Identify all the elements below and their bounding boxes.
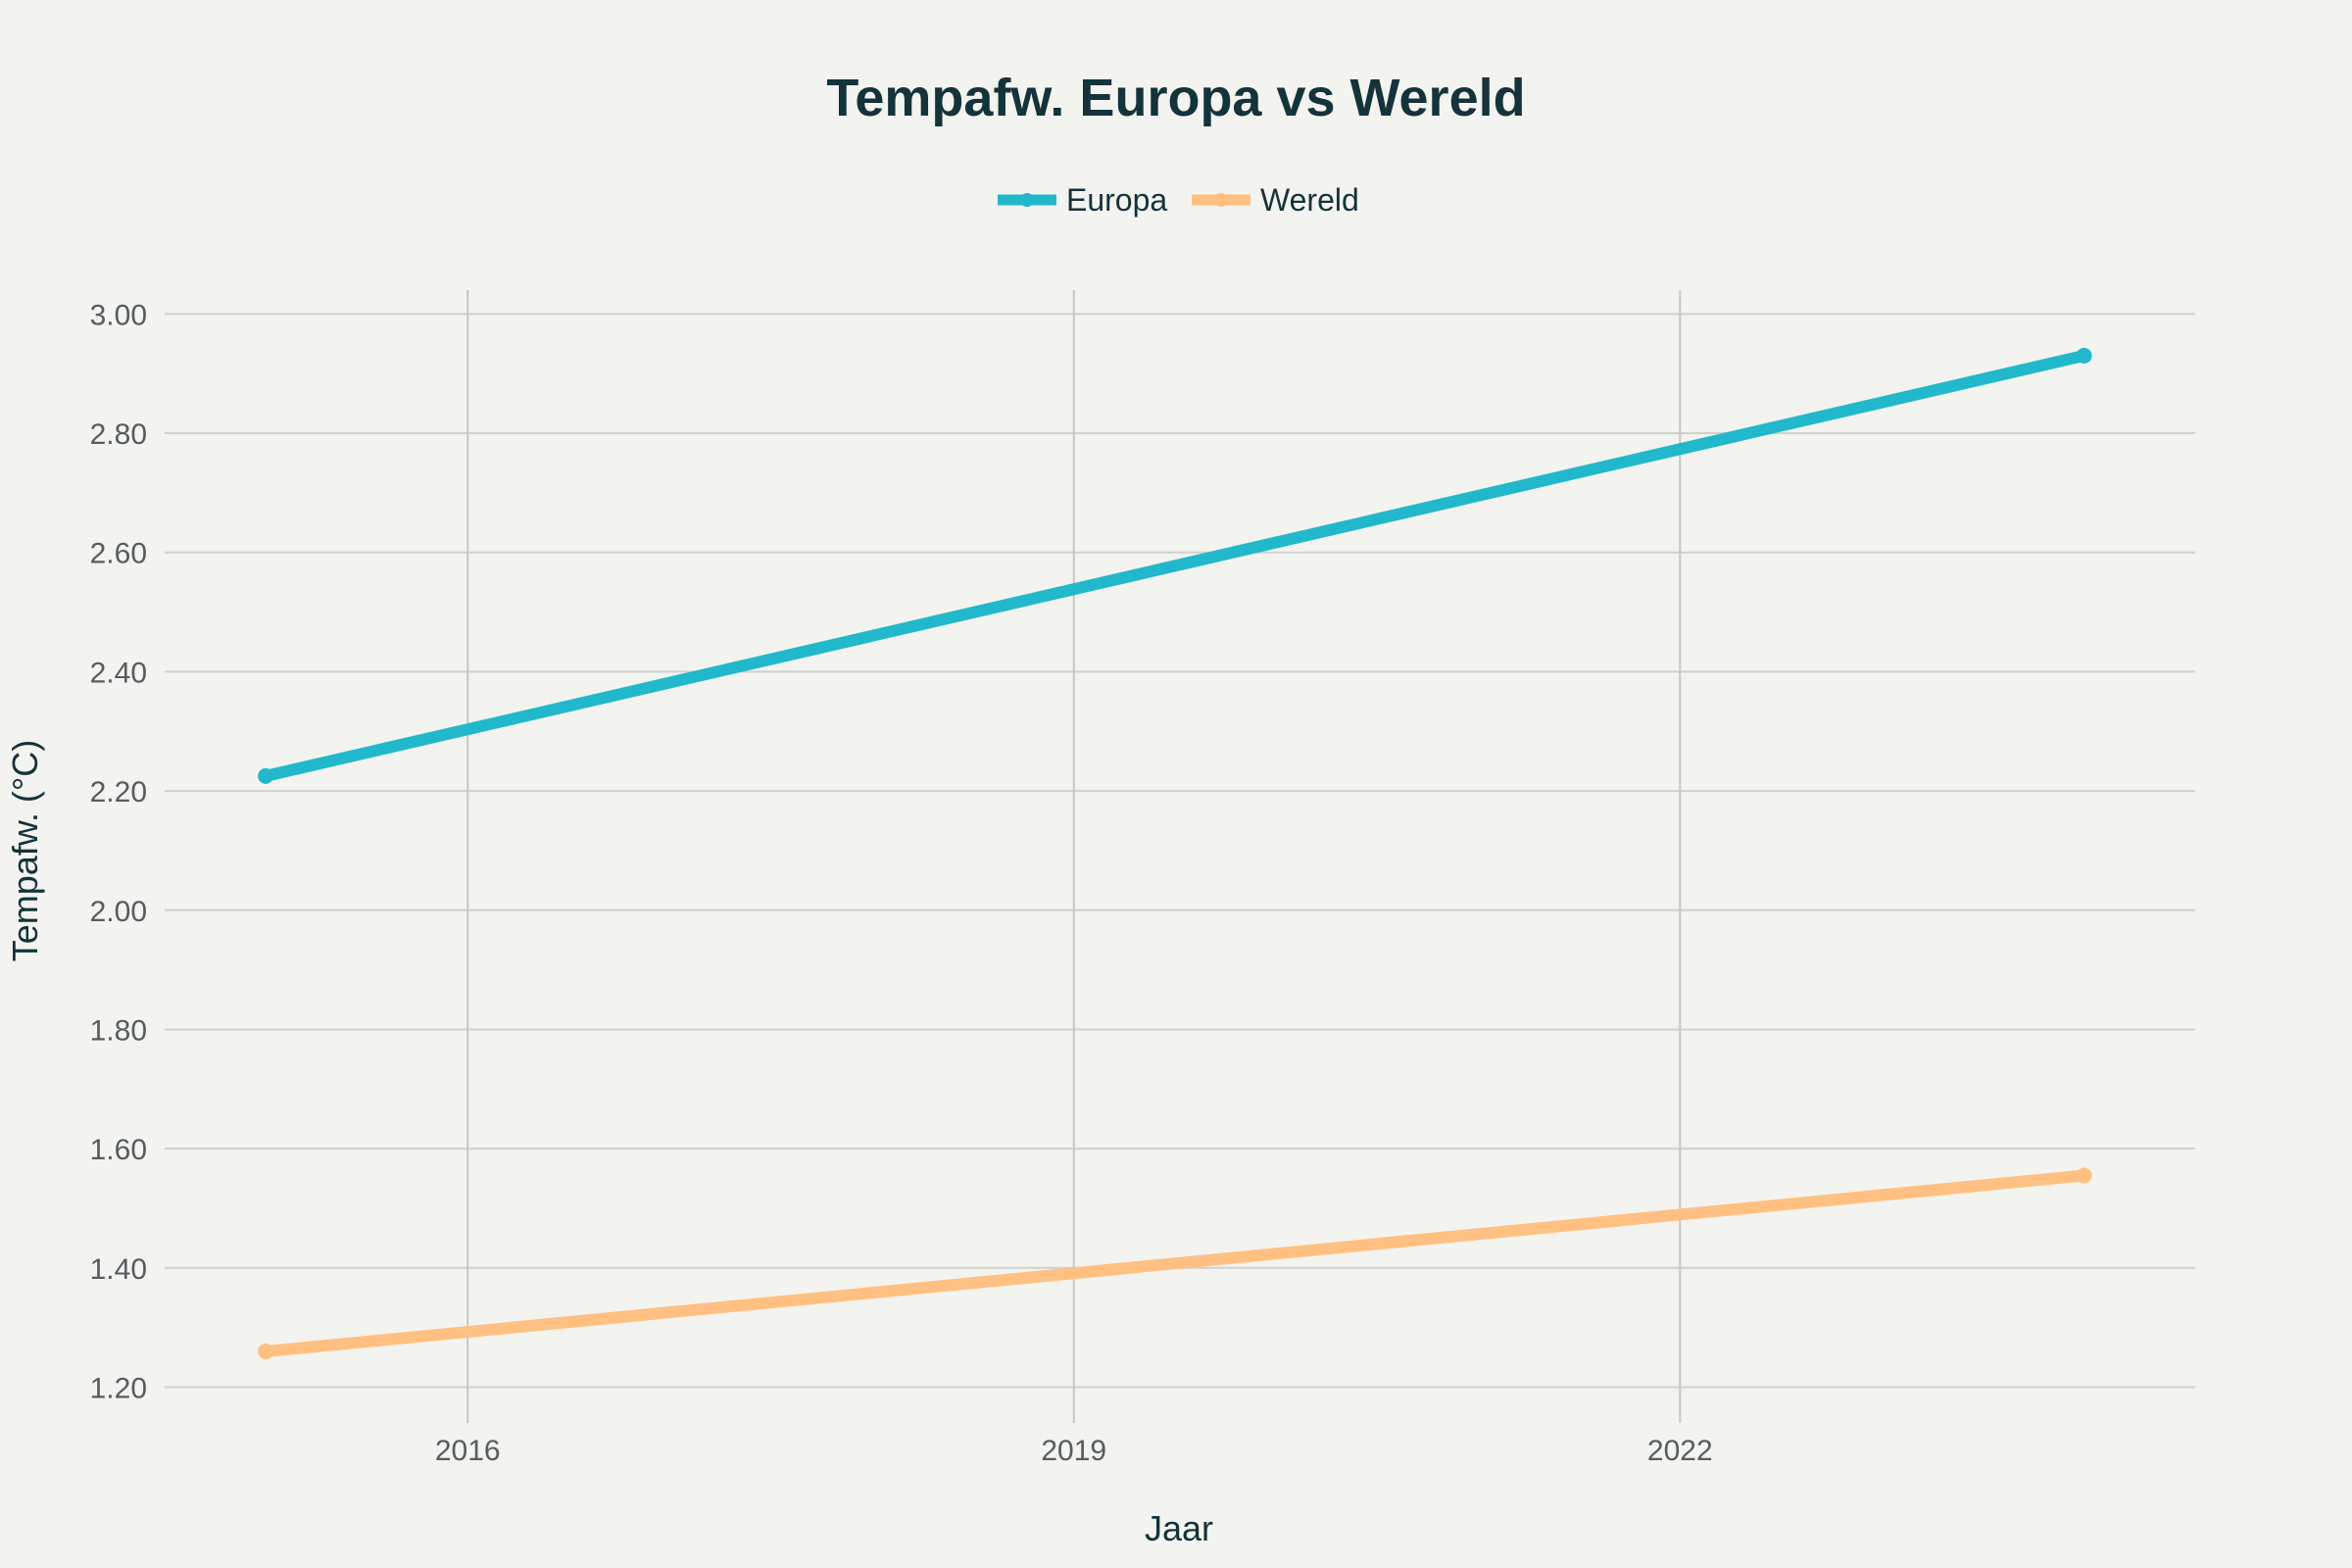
legend-item-europa[interactable]: Europa [998, 182, 1167, 218]
y-axis-title: Tempafw. (°C) [5, 740, 45, 961]
y-tick-label: 2.80 [90, 418, 147, 451]
y-tick-label: 2.00 [90, 896, 147, 928]
x-tick-label: 2019 [1041, 1435, 1106, 1467]
grid [165, 290, 2195, 1423]
x-axis-title: Jaar [1145, 1508, 1213, 1548]
legend-label: Wereld [1260, 182, 1359, 218]
data-point-wereld [2076, 1167, 2092, 1184]
y-tick-label: 2.60 [90, 538, 147, 570]
series-line-europa [260, 349, 2090, 782]
data-point-europa [2076, 347, 2092, 364]
data-point-wereld [258, 1343, 274, 1359]
legend-item-wereld[interactable]: Wereld [1192, 182, 1359, 218]
legend-marker [1214, 193, 1228, 207]
y-tick-label: 1.20 [90, 1372, 147, 1404]
y-axis-ticks: 1.20 1.40 1.60 1.80 2.00 2.20 2.40 2.60 2.80 3.00 [90, 299, 147, 1404]
x-tick-label: 2022 [1647, 1435, 1713, 1467]
legend-label: Europa [1066, 182, 1167, 218]
x-axis-ticks: 2016 2019 2022 [435, 1435, 1713, 1467]
y-tick-label: 1.40 [90, 1253, 147, 1286]
series-line-wereld [260, 1169, 2090, 1357]
y-tick-label: 3.00 [90, 299, 147, 331]
y-tick-label: 2.20 [90, 776, 147, 808]
data-point-europa [258, 767, 274, 784]
y-tick-label: 1.80 [90, 1014, 147, 1047]
series-layer [258, 347, 2092, 1359]
legend-marker [1020, 193, 1034, 207]
chart-title: Tempafw. Europa vs Wereld [826, 69, 1525, 127]
x-tick-label: 2016 [435, 1435, 501, 1467]
y-tick-label: 2.40 [90, 657, 147, 689]
legend: Europa Wereld [998, 182, 1359, 218]
y-tick-label: 1.60 [90, 1134, 147, 1166]
